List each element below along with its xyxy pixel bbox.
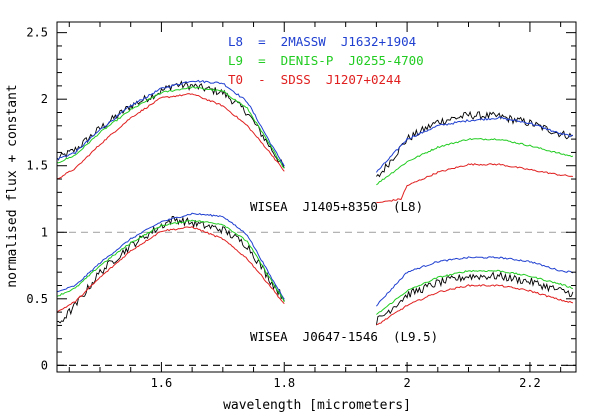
annotation-wisea-j0647: WISEA J0647-1546 (L9.5): [250, 329, 438, 344]
series-line-2-k-band: [376, 137, 574, 186]
x-tick-label-1.8: 1.8: [273, 376, 295, 390]
legend-entry-l8: L8 = 2MASSW J1632+1904: [228, 34, 416, 49]
x-axis-label: wavelength [micrometers]: [223, 398, 411, 413]
x-tick-label-2.2: 2.2: [519, 376, 541, 390]
series-line-3-h-band: [56, 93, 285, 180]
y-tick-label-2: 2: [41, 92, 48, 106]
series-line-4-k-band: [375, 271, 574, 326]
series-line-3-k-band: [376, 163, 573, 204]
series-line-7-k-band: [376, 284, 574, 326]
series-line-5-k-band: [376, 256, 574, 307]
series-line-2-h-band: [56, 86, 285, 169]
y-tick-label-1.5: 1.5: [26, 159, 48, 173]
series-line-6-h-band: [56, 219, 285, 303]
annotation-wisea-j1405: WISEA J1405+8350 (L8): [250, 199, 423, 214]
y-tick-label-1: 1: [41, 225, 48, 239]
legend: L8 = 2MASSW J1632+1904 L9 = DENIS-P J025…: [228, 34, 424, 87]
series-line-6-k-band: [376, 269, 573, 315]
y-tick-label-2.5: 2.5: [26, 26, 48, 40]
y-tick-label-0.5: 0.5: [26, 292, 48, 306]
series-line-1-k-band: [375, 116, 573, 173]
plot-frame: [56, 21, 577, 373]
y-axis-label: normalised flux + constant: [5, 84, 20, 288]
legend-entry-l9: L9 = DENIS-P J0255-4700: [228, 53, 424, 68]
x-tick-label-1.6: 1.6: [151, 376, 173, 390]
y-tick-label-0: 0: [41, 358, 48, 372]
legend-entry-t0: T0 - SDSS J1207+0244: [228, 72, 401, 87]
series-line-7-h-band: [56, 225, 285, 314]
x-tick-label-2: 2: [403, 376, 410, 390]
series-line-0-k-band: [376, 110, 574, 178]
series-line-5-h-band: [56, 212, 285, 300]
series-line-1-h-band: [56, 79, 285, 167]
series-line-0-h-band: [56, 80, 285, 169]
